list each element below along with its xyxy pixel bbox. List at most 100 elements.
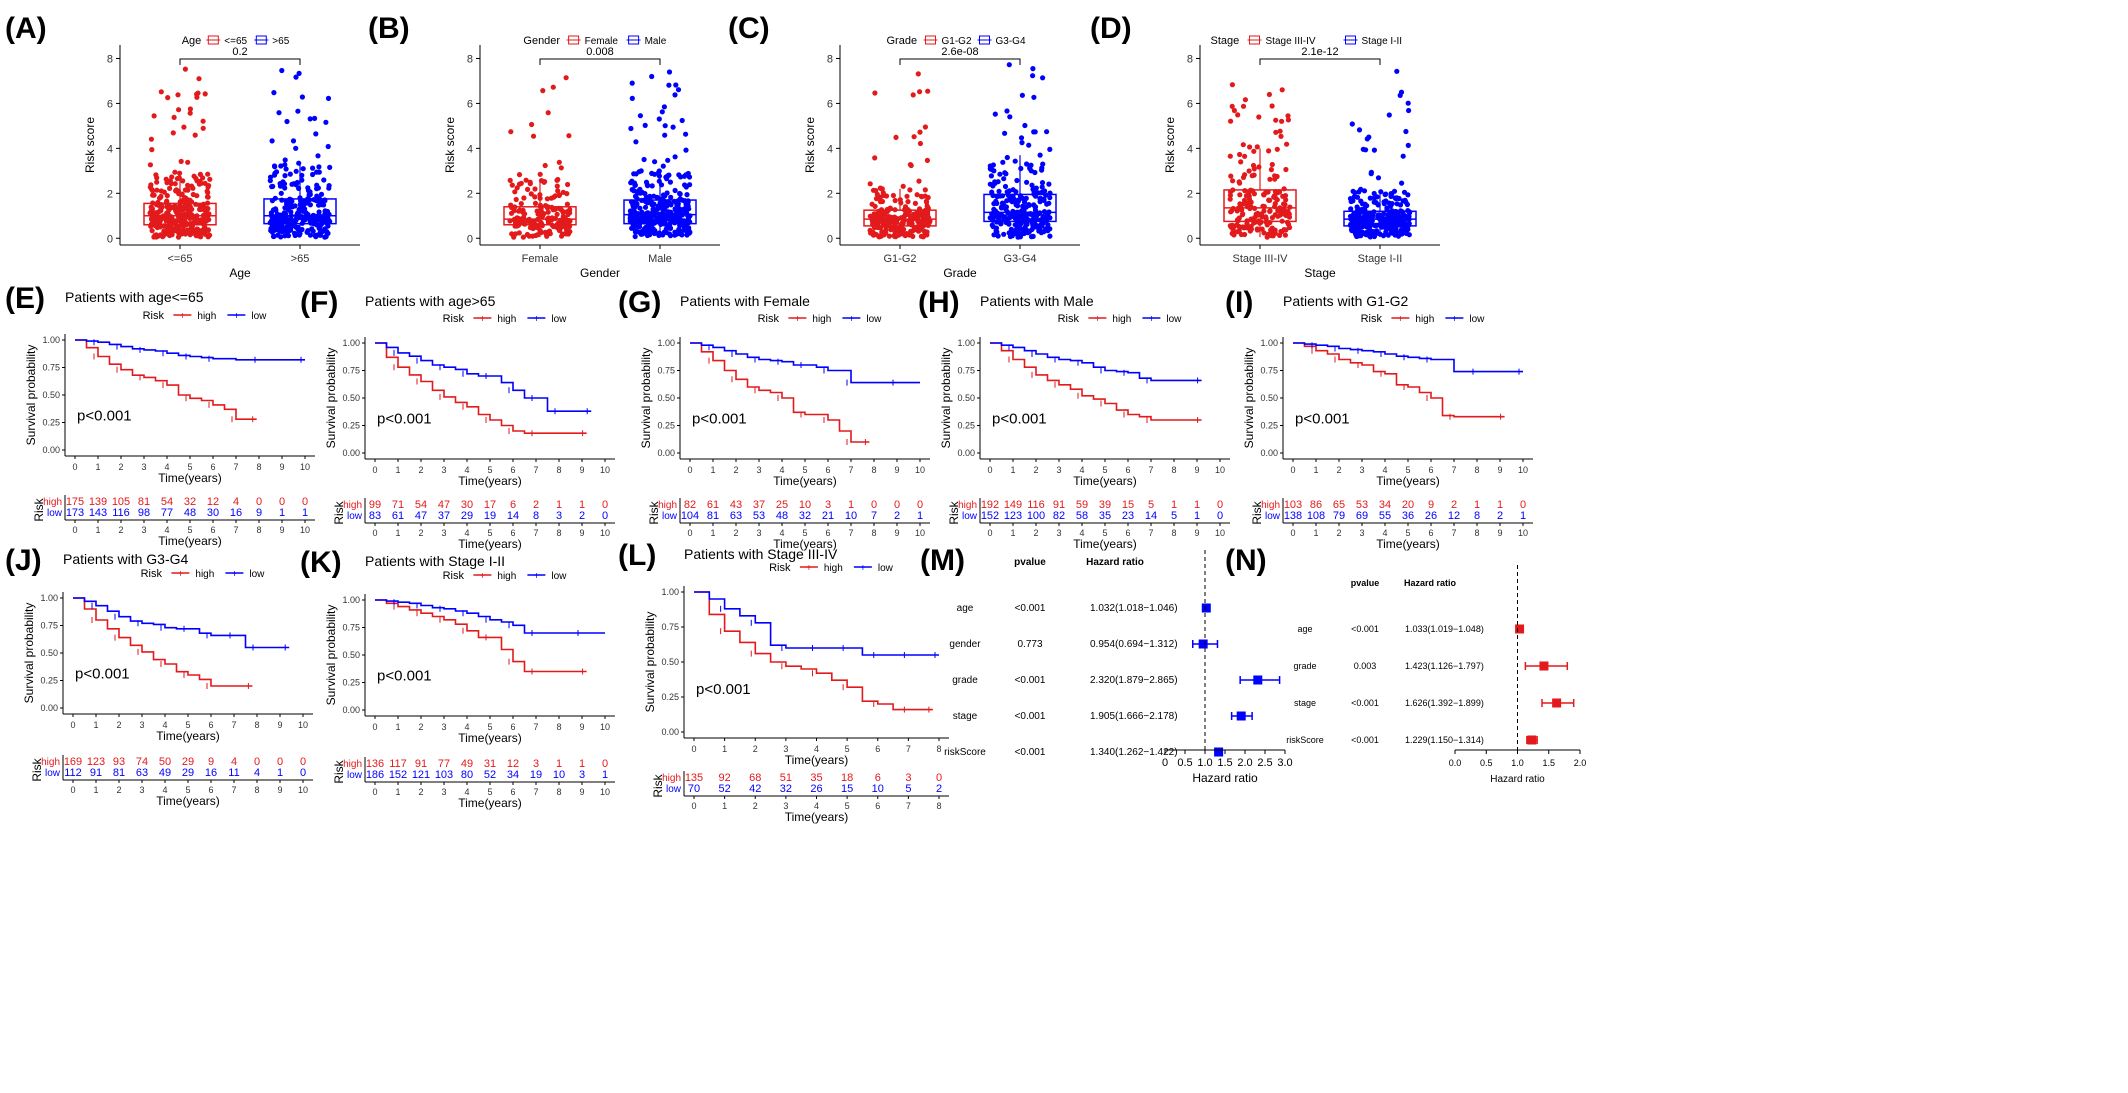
x-axis-title: Time(years) — [158, 471, 222, 485]
jitter-point — [167, 185, 173, 191]
y-axis-title: Risk score — [83, 117, 97, 173]
survival-panel: Patients with Female 0.00 0.25 0.50 0.75 1.00… — [639, 293, 930, 551]
x-tick-label: 9 — [579, 722, 584, 732]
jitter-point — [1228, 118, 1234, 124]
legend-key-0: + — [473, 571, 492, 582]
risk-count: 29 — [461, 510, 473, 522]
x-tick-label: >65 — [291, 253, 310, 265]
jitter-point — [649, 183, 655, 189]
jitter-point — [191, 173, 197, 179]
jitter-point — [539, 209, 545, 215]
risk-count: 138 — [1284, 510, 1302, 522]
jitter-point — [676, 172, 682, 178]
jitter-point — [916, 208, 922, 214]
risk-count: 83 — [369, 510, 381, 522]
risk-count: 53 — [753, 510, 765, 522]
jitter-point — [1256, 164, 1262, 170]
x-tick-label: 6 — [510, 722, 515, 732]
risk-count: 1 — [602, 769, 608, 781]
jitter-point — [149, 147, 155, 153]
chart_data.4-legend-entry-1: low — [251, 311, 267, 322]
km-curve-low — [1293, 342, 1523, 373]
box-iqr — [623, 199, 697, 225]
jitter-point — [665, 157, 671, 163]
jitter-point — [1006, 221, 1012, 227]
jitter-point — [1026, 202, 1032, 208]
forest-point — [1539, 661, 1549, 671]
jitter-point — [172, 228, 178, 234]
x-tick-label: Female — [522, 253, 559, 265]
jitter-point — [1274, 146, 1280, 152]
risk-count: 19 — [530, 769, 542, 781]
risk-table-x-axis-title: Time(years) — [156, 794, 220, 808]
risk-count: 175 — [66, 496, 84, 508]
risk-table-x-tick-label: 8 — [871, 528, 876, 538]
jitter-point — [302, 198, 308, 204]
x-tick-label: 6 — [208, 720, 213, 730]
legend-key-plus: + — [860, 563, 866, 574]
risk-row-name: high — [343, 500, 362, 511]
panel-label: (J) — [5, 544, 42, 577]
jitter-point — [987, 215, 993, 221]
jitter-point — [316, 209, 322, 215]
jitter-point — [282, 185, 288, 191]
y-axis-title: Survival probability — [24, 345, 38, 446]
chart_data.9-legend-entry-1: low — [249, 569, 265, 580]
jitter-point — [282, 173, 288, 179]
jitter-point — [167, 206, 173, 212]
jitter-point — [998, 221, 1004, 227]
risk-count: 23 — [1122, 510, 1134, 522]
risk-table-x-tick-label: 6 — [875, 801, 880, 811]
jitter-point — [178, 231, 184, 237]
jitter-point — [1269, 228, 1275, 234]
jitter-point — [518, 201, 524, 207]
jitter-point — [1389, 191, 1395, 197]
jitter-point — [1040, 161, 1046, 167]
y-tick-label: 0.50 — [657, 393, 675, 403]
jitter-point — [1406, 107, 1412, 114]
survival-panel: Patients with age<=65 0.00 0.25 0.50 0.75 1.0… — [24, 289, 315, 548]
risk-count: 4 — [231, 756, 237, 768]
jitter-point — [1030, 73, 1036, 79]
jitter-point — [910, 228, 916, 234]
y-tick-label: 0.00 — [1260, 448, 1278, 458]
risk-row-name: high — [958, 500, 977, 511]
legend-key-plus: + — [479, 314, 485, 325]
significance-bracket — [539, 58, 661, 65]
jitter-point — [920, 210, 926, 216]
x-tick-label: 5 — [487, 722, 492, 732]
jitter-point — [1283, 227, 1289, 233]
x-tick-label: 3 — [141, 462, 146, 472]
jitter-point — [1348, 206, 1354, 212]
risk-count: 12 — [507, 758, 519, 770]
risk-row-name: low — [347, 770, 363, 781]
x-tick-label: 10 — [300, 462, 310, 472]
jitter-point — [187, 106, 193, 112]
legend-key-plus: + — [1397, 314, 1403, 325]
x-tick-label: 9 — [1194, 465, 1199, 475]
jitter-point — [158, 188, 164, 194]
jitter-point — [1030, 66, 1036, 72]
jitter-point — [532, 194, 538, 200]
jitter-point — [307, 197, 313, 203]
jitter-point — [911, 134, 917, 140]
km-curve-low — [375, 342, 592, 412]
jitter-point — [271, 163, 278, 169]
jitter-point — [516, 181, 523, 187]
legend-key-1: + — [1142, 314, 1161, 325]
jitter-point — [207, 176, 213, 182]
risk-count: 169 — [64, 756, 82, 768]
jitter-point — [164, 193, 170, 199]
jitter-point — [1039, 184, 1045, 190]
jitter-point — [279, 224, 285, 230]
jitter-point — [284, 118, 290, 125]
jitter-point — [1251, 148, 1257, 154]
significance-bracket — [179, 58, 301, 65]
jitter-point — [1284, 141, 1290, 147]
risk-count: 49 — [461, 758, 473, 770]
jitter-point — [914, 192, 920, 198]
jitter-point — [532, 186, 538, 192]
risk-table-label: Risk — [332, 500, 346, 524]
p-value-label: p<0.001 — [77, 407, 132, 424]
risk-table-x-tick-label: 0 — [987, 528, 992, 538]
